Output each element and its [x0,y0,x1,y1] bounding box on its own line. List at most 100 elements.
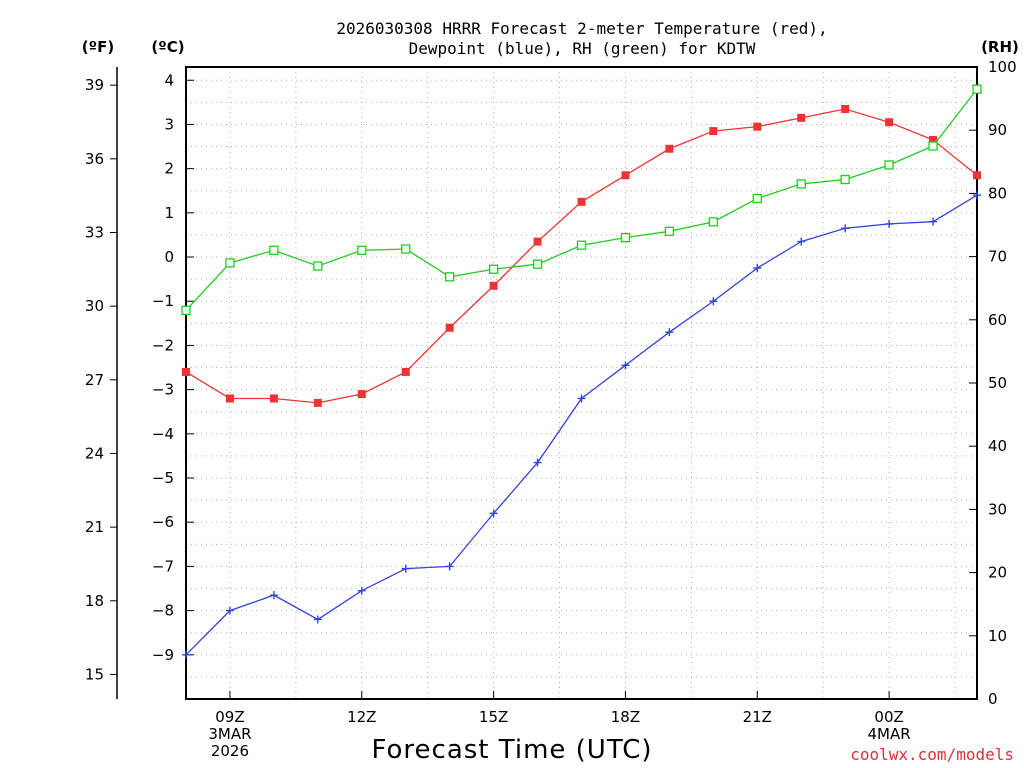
temperature-point [885,118,894,127]
x-tick-label: 15Z [479,708,508,726]
data-series [181,84,982,659]
rh-point [313,261,323,271]
celsius-tick-label: −3 [152,381,174,399]
dewpoint-point [225,606,234,615]
dewpoint-point [753,264,762,273]
fahrenheit-tick-label: 21 [85,518,104,536]
fahrenheit-unit-label: (ºF) [82,38,114,56]
rh-point [664,226,675,236]
temperature-point [182,367,190,376]
temperature-line [185,108,978,404]
dewpoint-point [533,458,542,467]
fahrenheit-tick-label: 30 [85,297,104,315]
celsius-tick-label: 0 [164,248,174,266]
dewpoint-point [973,191,981,200]
axes [110,66,978,700]
tick-labels: −9 −8 −7 −6 −5 −4 −3 −2 −1 0 1 2 3 4 15 18 21 24 27 30 33 36 3… [85,58,1017,760]
temperature-point [621,171,630,180]
x-tick-label: 09Z [215,708,244,726]
celsius-tick-label: 1 [164,204,174,222]
x-tick-label: 18Z [611,708,640,726]
temperature-point [841,104,850,113]
rh-point [840,174,850,185]
celsius-unit-label: (ºC) [151,38,184,56]
fahrenheit-tick-label: 27 [85,371,104,389]
temperature-point [533,237,542,246]
x-axis-label: Forecast Time (UTC) [371,735,652,765]
x-tick-label: 12Z [347,708,376,726]
rh-point [796,179,806,189]
fahrenheit-tick-label: 39 [85,76,104,94]
celsius-tick-label: −7 [152,557,174,575]
celsius-tick-label: 2 [164,160,174,178]
temperature-point [973,171,981,180]
rh-tick-label: 0 [988,690,998,708]
dewpoint-point [621,361,630,370]
rh-tick-label: 90 [988,121,1007,139]
dewpoint-point [797,237,806,246]
fahrenheit-tick-label: 36 [85,150,104,168]
celsius-tick-label: −9 [152,646,174,664]
celsius-tick-label: −2 [152,336,174,354]
celsius-tick-label: 3 [164,115,174,133]
temperature-point [489,281,498,290]
celsius-tick-label: −5 [152,469,174,487]
celsius-tick-label: −8 [152,602,174,620]
x-tick-label: 3MAR [208,725,251,743]
temperature-point [313,398,322,407]
rh-tick-label: 70 [988,248,1007,266]
chart-title-line-1: 2026030308 HRRR Forecast 2-meter Tempera… [336,19,827,38]
temperature-point [665,144,674,153]
x-tick-label: 00Z [874,708,903,726]
dewpoint-point [885,219,894,228]
rh-point [708,217,718,227]
fahrenheit-tick-label: 24 [85,444,104,462]
rh-tick-label: 20 [988,564,1007,582]
temperature-point [753,122,762,131]
temperature-point [357,390,366,399]
temperature-point [225,394,234,403]
temperature-point [929,135,938,144]
rh-point [269,245,279,255]
rh-tick-label: 10 [988,627,1007,645]
celsius-tick-label: −1 [152,292,174,310]
rh-unit-label: (RH) [981,38,1019,56]
plot-frame [185,66,978,700]
fahrenheit-tick-label: 18 [85,592,104,610]
dewpoint-point [577,394,586,403]
rh-point [532,259,543,269]
celsius-tick-label: 4 [164,71,174,89]
temperature-point [709,127,718,136]
dewpoint-point [445,562,454,571]
dewpoint-point [841,224,850,233]
credit-text[interactable]: coolwx.com/models [850,745,1014,764]
dewpoint-point [401,564,410,573]
rh-point [401,244,411,254]
rh-tick-label: 40 [988,437,1007,455]
temperature-point [269,394,278,403]
temperature-point [577,197,586,206]
dewpoint-point [929,217,938,226]
rh-point [445,272,455,282]
rh-point [357,245,367,255]
celsius-tick-label: −4 [152,425,174,443]
rh-point [181,305,191,315]
rh-tick-label: 60 [988,311,1007,329]
rh-tick-label: 50 [988,374,1007,392]
temperature-point [445,323,454,332]
rh-point [576,240,587,250]
dewpoint-point [269,591,278,600]
rh-tick-label: 30 [988,500,1007,518]
dewpoint-point [665,328,674,337]
rh-point [620,232,631,243]
celsius-tick-label: −6 [152,513,174,531]
rh-point [972,84,982,94]
x-tick-label: 4MAR [868,725,911,743]
dewpoint-line [185,194,978,656]
temperature-point [797,113,806,122]
dewpoint-point [489,509,498,518]
rh-point [752,193,762,204]
dewpoint-point [709,297,718,306]
dewpoint-point [182,650,190,659]
